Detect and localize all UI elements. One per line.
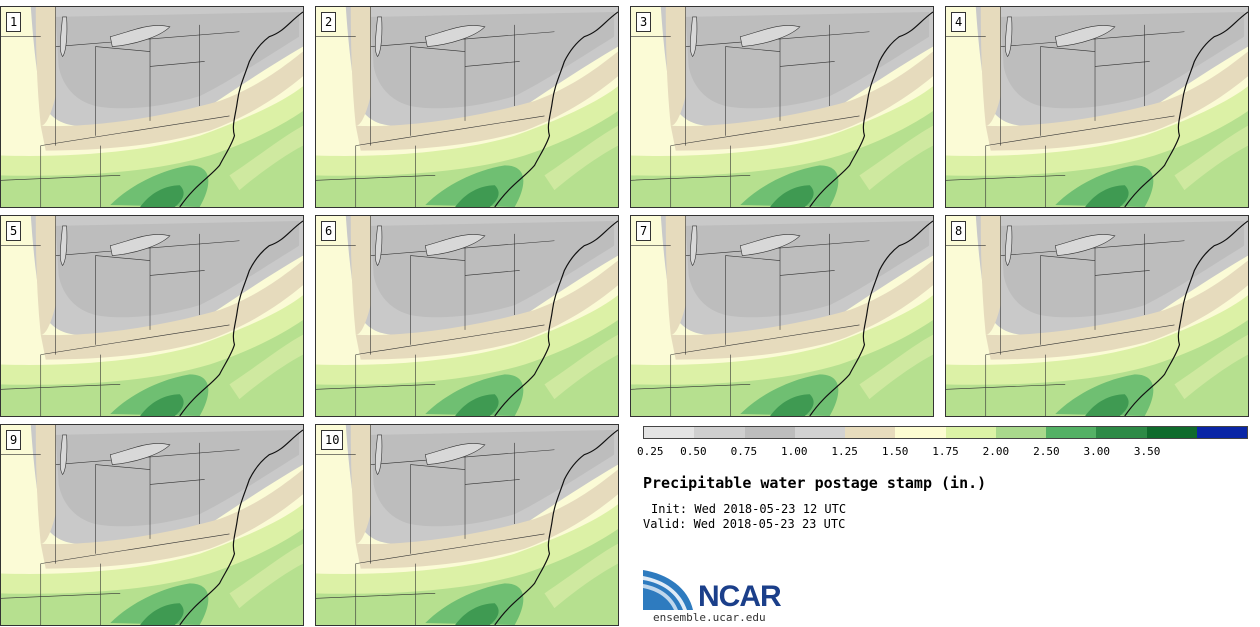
map-panel: 8	[945, 215, 1249, 417]
colorbar-segment	[1196, 427, 1247, 438]
member-number: 9	[6, 430, 22, 450]
valid-time: Valid: Wed 2018-05-23 23 UTC	[643, 517, 846, 531]
precipitable-water-map	[1, 7, 303, 207]
map-panel: 6	[315, 215, 619, 417]
colorbar-tick-label: 1.00	[781, 445, 808, 458]
colorbar-segment	[694, 427, 745, 438]
colorbar-segment	[895, 427, 946, 438]
member-number: 3	[636, 12, 652, 32]
colorbar-tick-label: 1.75	[932, 445, 959, 458]
member-number: 2	[321, 12, 337, 32]
precipitable-water-map	[631, 216, 933, 416]
colorbar-tick-label: 3.50	[1133, 445, 1161, 458]
colorbar-segment	[1146, 427, 1197, 438]
member-number: 6	[321, 221, 337, 241]
colorbar-segment	[845, 427, 896, 438]
ncar-logo-text: NCAR	[698, 580, 782, 613]
member-number: 8	[951, 221, 967, 241]
map-panel: 5	[0, 215, 304, 417]
ncar-logo-icon	[643, 570, 693, 610]
precipitable-water-map	[631, 7, 933, 207]
colorbar-tick-label: 0.50	[680, 445, 707, 458]
colorbar-ticks: 0.25 0.50 0.75 1.00 1.25 1.50 1.75 2.00 2.50 3.00…	[637, 445, 1248, 459]
precipitable-water-map	[946, 216, 1248, 416]
colorbar-segment	[744, 427, 795, 438]
colorbar-tick-label: 2.00	[982, 445, 1010, 458]
map-panel: 10	[315, 424, 619, 626]
map-panel: 2	[315, 6, 619, 208]
member-number: 4	[951, 12, 967, 32]
colorbar-segment	[995, 427, 1046, 438]
colorbar-tick-label: 1.25	[831, 445, 858, 458]
colorbar-segment	[1096, 427, 1147, 438]
colorbar-tick-label: 0.25	[637, 445, 664, 458]
precipitable-water-map	[1, 425, 303, 625]
colorbar-segment	[794, 427, 845, 438]
map-panel: 4	[945, 6, 1249, 208]
map-panel: 7	[630, 215, 934, 417]
colorbar	[643, 426, 1248, 439]
page-title: Precipitable water postage stamp (in.)	[643, 474, 987, 492]
precipitable-water-map	[316, 425, 618, 625]
member-number: 7	[636, 221, 652, 241]
colorbar-tick-label: 3.00	[1083, 445, 1111, 458]
precipitable-water-map	[1, 216, 303, 416]
colorbar-tick-label: 1.50	[881, 445, 909, 458]
colorbar-segment	[945, 427, 996, 438]
site-url: ensemble.ucar.edu	[653, 611, 766, 624]
init-time: Init: Wed 2018-05-23 12 UTC	[651, 502, 847, 516]
precipitable-water-map	[946, 7, 1248, 207]
member-number: 5	[6, 221, 22, 241]
precipitable-water-map	[316, 7, 618, 207]
colorbar-segment	[1046, 427, 1097, 438]
map-panel: 1	[0, 6, 304, 208]
map-panel: 3	[630, 6, 934, 208]
member-number: 10	[321, 430, 344, 450]
map-panel: 9	[0, 424, 304, 626]
member-number: 1	[6, 12, 22, 32]
precipitable-water-map	[316, 216, 618, 416]
colorbar-segment	[644, 427, 695, 438]
colorbar-tick-label: 0.75	[730, 445, 758, 458]
colorbar-tick-label: 2.50	[1033, 445, 1060, 458]
